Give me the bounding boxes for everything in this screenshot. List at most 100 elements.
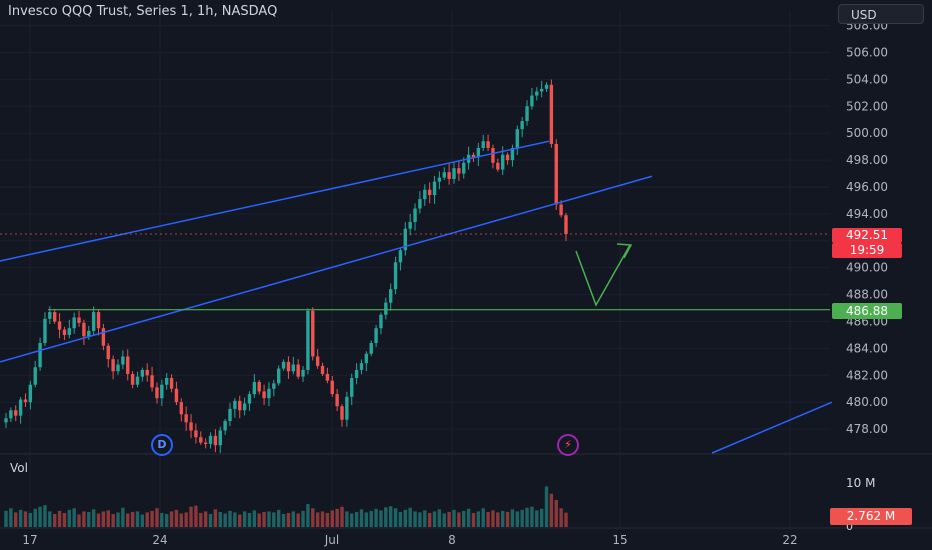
volume-bar xyxy=(398,511,403,527)
volume-bar xyxy=(145,512,149,527)
candle-body xyxy=(335,394,339,407)
candle-body xyxy=(155,387,159,399)
candle-body xyxy=(135,376,140,385)
volume-bars xyxy=(4,486,568,527)
candle-body xyxy=(462,162,466,174)
candle-body xyxy=(203,442,208,444)
volume-bar xyxy=(418,512,422,527)
drawings xyxy=(0,140,833,454)
candle-body xyxy=(23,399,28,403)
candle-body xyxy=(111,359,115,372)
candle-body xyxy=(57,321,62,330)
volume-bar xyxy=(48,511,52,527)
candle-body xyxy=(447,172,451,179)
candle-body xyxy=(116,364,120,372)
volume-bar xyxy=(82,511,86,527)
price-tick-label: 490.00 xyxy=(846,261,888,275)
candle-body xyxy=(476,147,481,158)
candle-body xyxy=(174,388,179,403)
volume-bar xyxy=(213,509,218,527)
volume-bar xyxy=(369,510,373,527)
candle-body xyxy=(121,356,125,365)
candle-body xyxy=(33,367,37,385)
candle-body xyxy=(491,147,495,163)
candle-body xyxy=(242,403,247,411)
candle-body xyxy=(320,365,325,374)
volume-bar xyxy=(155,508,159,527)
volume-bar xyxy=(33,508,37,527)
candle-body xyxy=(238,400,242,411)
candle-body xyxy=(510,147,515,161)
volume-bar xyxy=(272,512,276,527)
volume-bar xyxy=(135,511,140,527)
volume-bar xyxy=(340,506,344,527)
volume-bar xyxy=(238,514,242,527)
volume-bar xyxy=(150,510,154,527)
volume-bar xyxy=(320,511,325,527)
volume-zero-label: 0 xyxy=(846,520,853,533)
volume-bar xyxy=(223,513,227,527)
candle-body xyxy=(457,168,461,174)
volume-bar xyxy=(476,511,481,527)
volume-bar xyxy=(203,511,208,527)
candle-body xyxy=(213,435,218,446)
volume-bar xyxy=(72,508,76,527)
candle-body xyxy=(252,382,257,395)
volume-bar xyxy=(106,510,110,527)
candle-body xyxy=(350,377,354,397)
volume-bar xyxy=(267,511,271,527)
currency-selector[interactable]: USD xyxy=(838,4,924,24)
candle-body xyxy=(384,302,388,315)
chart-title: Invesco QQQ Trust, Series 1, 1h, NASDAQ xyxy=(8,4,278,19)
volume-bar xyxy=(510,509,515,527)
candle-body xyxy=(418,199,422,209)
volume-bar xyxy=(325,512,330,527)
price-tick-label: 500.00 xyxy=(846,126,888,140)
volume-bar xyxy=(194,505,198,527)
time-tick-label: 24 xyxy=(152,533,167,547)
candle-body xyxy=(91,312,96,331)
price-tick-label: 502.00 xyxy=(846,99,888,113)
volume-bar xyxy=(4,510,8,527)
volume-bar xyxy=(388,506,393,527)
volume-bar xyxy=(164,514,169,527)
time-tick-label: Jul xyxy=(324,533,339,547)
volume-bar xyxy=(427,512,432,527)
candle-body xyxy=(96,312,101,329)
volume-bar xyxy=(252,510,257,527)
candle-body xyxy=(184,414,188,423)
earnings-badge[interactable]: ⚡ xyxy=(557,434,579,456)
price-tick-label: 496.00 xyxy=(846,180,888,194)
volume-bar xyxy=(345,511,349,527)
volume-bar xyxy=(564,512,568,527)
candle-body xyxy=(330,380,334,395)
candle-body xyxy=(72,317,76,329)
candle-body xyxy=(233,400,237,409)
volume-bar xyxy=(121,507,125,527)
volume-bar xyxy=(184,512,188,527)
candle-body xyxy=(140,369,145,377)
volume-bar xyxy=(62,512,67,527)
current-price-tag: 492.51 xyxy=(832,228,902,243)
volume-bar xyxy=(174,509,179,527)
candle-body xyxy=(505,154,510,161)
candle-body xyxy=(169,377,174,389)
upper-trendline xyxy=(0,140,550,262)
candle-body xyxy=(408,221,412,229)
volume-bar xyxy=(423,510,427,527)
candle-body xyxy=(38,343,42,368)
volume-bar xyxy=(311,508,315,527)
candle-body xyxy=(369,343,373,354)
volume-bar xyxy=(500,510,505,527)
projection-arrow xyxy=(575,244,631,307)
volume-bar xyxy=(442,513,446,527)
volume-bar xyxy=(437,509,442,527)
candle-body xyxy=(549,84,554,144)
dividend-badge[interactable]: D xyxy=(151,434,173,456)
volume-bar xyxy=(486,511,490,527)
volume-bar xyxy=(57,510,62,527)
volume-bar xyxy=(28,512,33,527)
candle-body xyxy=(208,435,213,444)
candle-body xyxy=(164,377,169,385)
